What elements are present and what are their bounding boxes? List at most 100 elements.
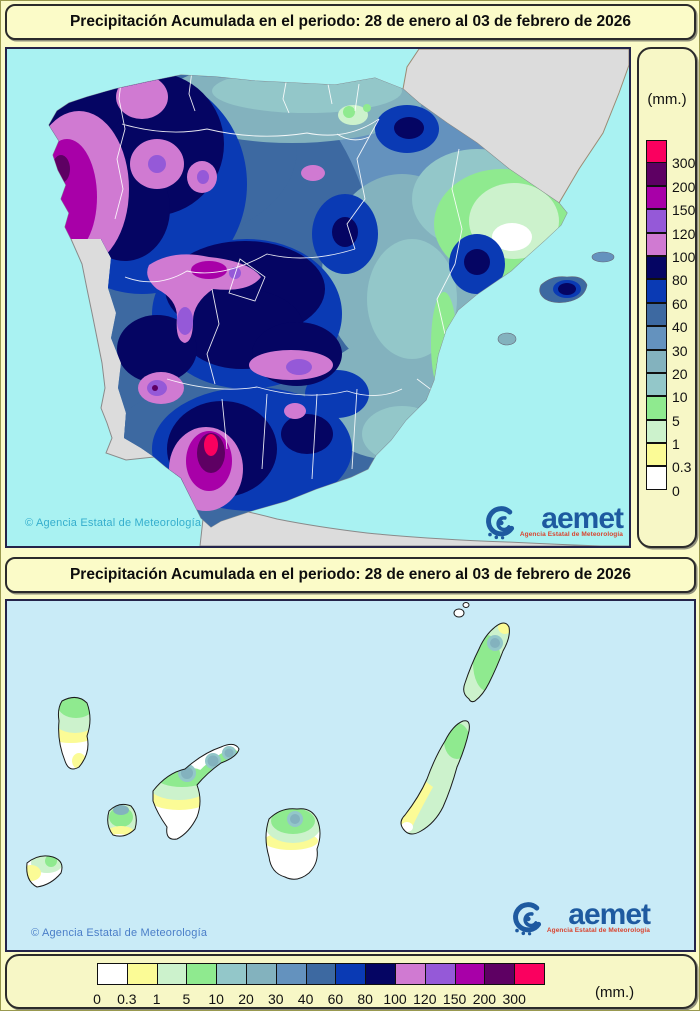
legend-swatch [646,209,667,233]
legend-tick-label: 1 [672,436,680,453]
legend-tick-label: 60 [672,295,688,312]
legend-swatch [484,963,516,985]
legend-swatch [646,232,667,256]
legend-row: 10 [646,372,688,405]
legend-swatch [335,963,367,985]
aemet-logo: aemet Agencia Estatal de Meteorología [508,897,651,936]
legend-swatch [514,963,545,985]
legend-swatch [186,963,218,985]
legend-tick-label: 80 [672,272,688,289]
legend-swatch [646,185,667,210]
legend-tick-label: 300 [502,991,526,1007]
legend-swatch [646,140,667,164]
legend-tick-label: 120 [672,225,696,242]
legend-swatch [305,963,337,985]
legend-row: 0 [646,466,680,499]
legend-tick-label: 30 [268,991,284,1007]
page-title: Precipitación Acumulada en el periodo: 2… [69,566,632,583]
legend-unit-label: (mm.) [595,984,635,1001]
legend-tick-label: 40 [672,319,688,336]
aemet-logo-text: aemet [541,501,624,535]
legend-swatch [156,963,188,985]
aemet-swirl-icon [485,506,514,540]
legend-tick-label: 30 [672,342,688,359]
legend-swatch [646,162,667,186]
legend-swatch [646,326,667,350]
aemet-swirl-icon [512,902,541,936]
sea [7,601,694,950]
legend-row: 150 [646,185,695,218]
legend-tick-label: 100 [672,248,696,265]
legend-row: 40 [646,302,688,335]
legend-swatch [646,279,667,303]
legend-tick-label: 20 [672,365,688,382]
legend-swatch [646,255,667,280]
legend-swatch [646,466,667,490]
legend-swatch [126,963,158,985]
legend-tick-label: 1 [152,991,161,1007]
legend-tick-label: 200 [672,178,696,195]
island-la-palma [57,697,91,770]
legend-tick-label: 120 [413,991,437,1007]
province-borders [114,75,463,480]
legend-swatch [646,372,667,397]
legend-row: 5 [646,396,680,429]
vertical-legend-swatches: 300 200 150 120 100 80 60 40 30 20 10 5 1 0.3 0 [646,140,695,499]
legend-row: 60 [646,279,688,312]
legend-swatch [454,963,486,985]
legend-tick-label: 0.3 [672,459,692,476]
legend-swatch [395,963,426,985]
title-bar-peninsula: Precipitación Acumulada en el periodo: 2… [5,4,696,40]
horizontal-legend: 0 0.3 1 5 10 20 30 40 60 80 100 120 150 200 300 (mm.) [5,954,697,1009]
title-bar-canarias: Precipitación Acumulada en el periodo: 2… [5,557,696,593]
legend-tick-label: 60 [327,991,344,1007]
legend-tick-label: 0 [672,482,680,499]
legend-swatch [646,396,667,420]
legend-row: 80 [646,255,688,288]
aemet-logo-subtitle: Agencia Estatal de Meteorología [519,531,623,538]
legend-tick-label: 150 [442,991,467,1007]
aemet-logo-text: aemet [568,897,651,931]
legend-tick-label: 20 [238,991,254,1007]
legend-tick-label: 40 [297,991,314,1007]
legend-tick-label: 80 [357,991,373,1007]
canary-precipitation-map: © Agencia Estatal de Meteorología aemet … [5,599,696,952]
legend-swatch [646,443,667,467]
legend-tick-label: 300 [672,155,696,172]
aemet-logo: aemet Agencia Estatal de Meteorología [481,501,624,540]
legend-swatch [646,302,667,327]
legend-swatch [646,349,667,373]
legend-swatch [365,963,396,985]
legend-tick-label: 0 [93,991,101,1007]
vertical-legend: (mm.) 300 200 150 120 100 80 60 40 30 20 10 5 1 0.3 0 [637,47,697,548]
legend-row: 200 [646,162,695,195]
legend-tick-label: 10 [208,991,224,1007]
legend-tick-label: 150 [672,202,696,219]
legend-row: 300 [646,140,695,171]
peninsula-map-graphic [7,49,629,546]
copyright-text: © Agencia Estatal de Meteorología [31,927,208,939]
legend-swatch [246,963,277,985]
aemet-logo-subtitle: Agencia Estatal de Meteorología [546,927,650,934]
legend-tick-label: 5 [182,991,191,1007]
legend-tick-label: 200 [472,991,497,1007]
legend-swatch [216,963,247,985]
legend-row: 30 [646,326,688,359]
island-gran-canaria [265,808,321,880]
legend-tick-label: 0.3 [117,991,137,1007]
legend-row: 100 [646,232,695,265]
legend-swatch [424,963,456,985]
legend-tick-label: 10 [672,389,688,406]
copyright-text: © Agencia Estatal de Meteorología [25,517,202,529]
legend-tick-label: 5 [672,412,680,429]
island-la-gomera [107,803,137,837]
legend-unit-label: (mm.) [647,91,687,108]
legend-tick-label: 100 [383,991,407,1007]
balearic-islands [497,251,615,346]
legend-swatch [646,419,667,444]
legend-row: 0.3 [646,443,691,475]
legend-swatch [275,963,307,985]
legend-row: 1 [646,419,680,452]
legend-row: 120 [646,209,695,242]
